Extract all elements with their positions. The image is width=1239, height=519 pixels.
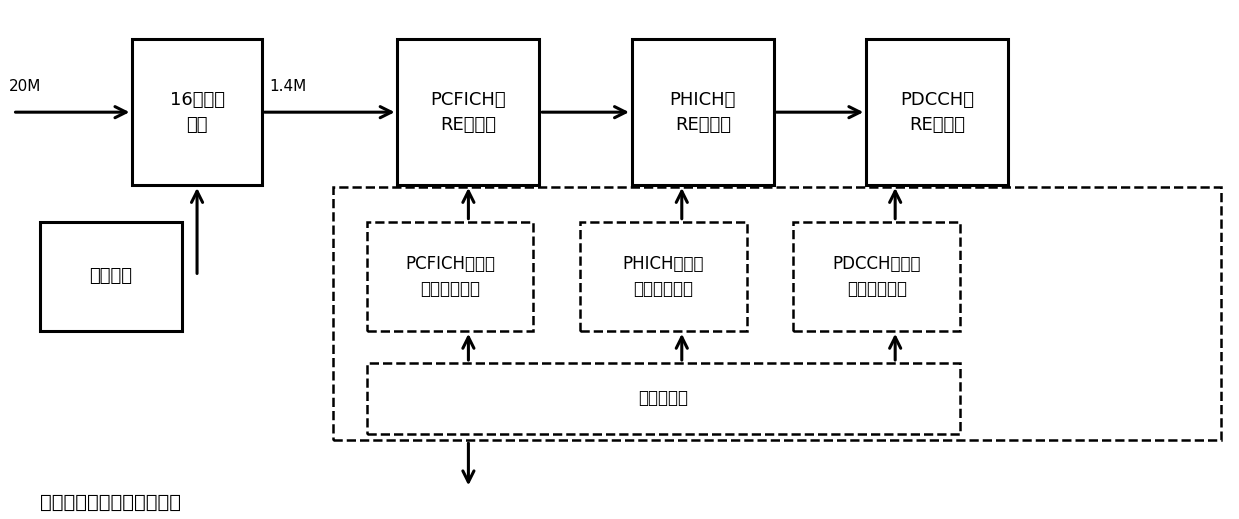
- Bar: [866, 39, 1009, 185]
- Text: 资源映射表: 资源映射表: [638, 389, 689, 407]
- Text: 控制信道资源索引产生模块: 控制信道资源索引产生模块: [40, 493, 181, 512]
- Text: 滤波系数: 滤波系数: [89, 267, 133, 285]
- Text: 1.4M: 1.4M: [269, 79, 306, 94]
- Text: PCFICH的
RE解映射: PCFICH的 RE解映射: [431, 91, 507, 134]
- Text: 20M: 20M: [9, 79, 41, 94]
- Bar: [793, 222, 960, 331]
- Text: 16倍数据
抽取: 16倍数据 抽取: [170, 91, 224, 134]
- Bar: [580, 222, 747, 331]
- Bar: [133, 39, 261, 185]
- Text: PDCCH的资源
索引产生模块: PDCCH的资源 索引产生模块: [833, 255, 921, 298]
- Text: PCFICH的资源
索引产生模块: PCFICH的资源 索引产生模块: [405, 255, 494, 298]
- Text: PDCCH的
RE解映射: PDCCH的 RE解映射: [900, 91, 974, 134]
- Bar: [367, 222, 533, 331]
- Text: PHICH的
RE解映射: PHICH的 RE解映射: [669, 91, 736, 134]
- Bar: [333, 187, 1222, 440]
- Bar: [398, 39, 539, 185]
- Bar: [40, 222, 182, 331]
- Bar: [632, 39, 773, 185]
- Bar: [367, 363, 960, 433]
- Text: PHICH的资源
索引产生模块: PHICH的资源 索引产生模块: [622, 255, 704, 298]
